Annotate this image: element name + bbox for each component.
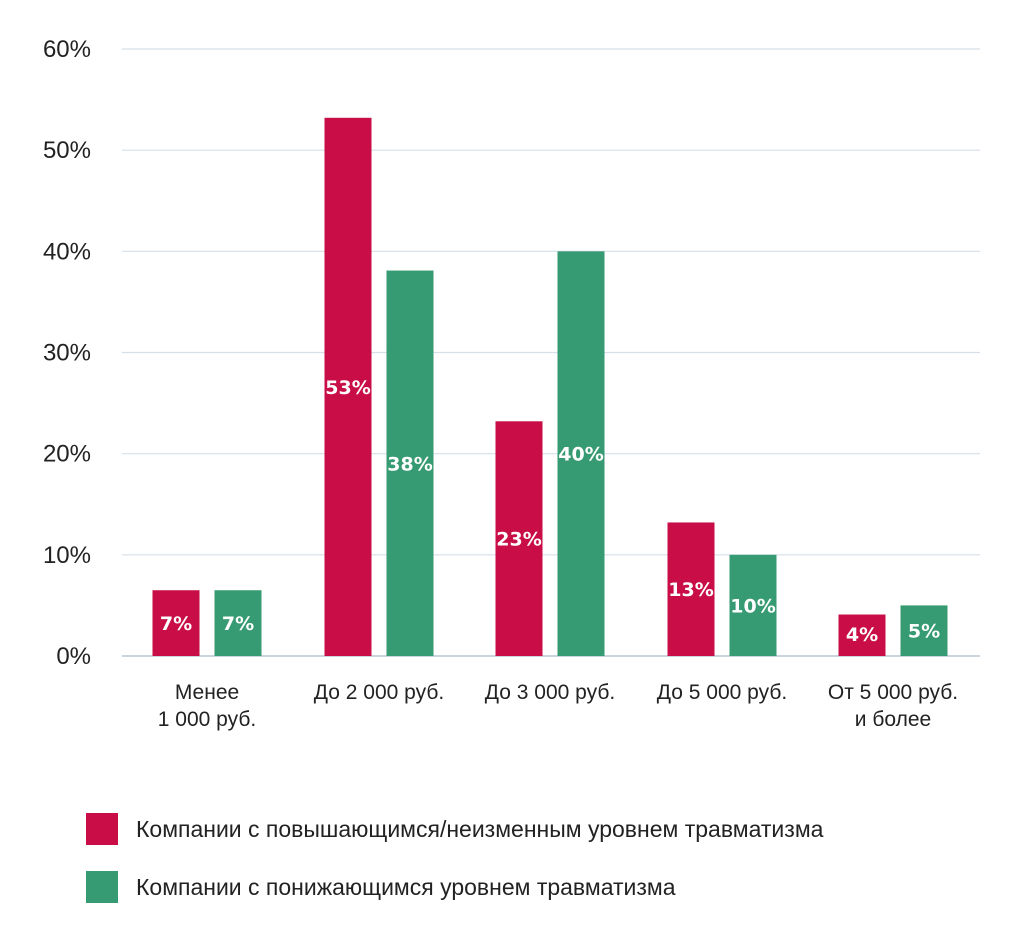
gridlines bbox=[122, 48, 980, 657]
legend-label-falling: Компании с понижающимся уровнем травмати… bbox=[136, 873, 676, 900]
bars bbox=[152, 117, 948, 657]
bar-s1-c4 bbox=[900, 605, 948, 656]
bar-s1-c2 bbox=[557, 251, 605, 657]
x-tick-label: и более bbox=[855, 708, 931, 731]
y-tick-label: 50% bbox=[43, 137, 91, 164]
data-label-s0-c4: 4% bbox=[846, 624, 878, 646]
legend-item-rising: Компании с повышающимся/неизменным уровн… bbox=[86, 812, 986, 846]
y-tick-label: 10% bbox=[43, 542, 91, 569]
bar-s0-c2 bbox=[495, 421, 543, 656]
x-axis-ticks: Менее 1 000 руб. До 2 000 руб. До 3 000 руб… bbox=[158, 681, 958, 731]
data-label-s1-c4: 5% bbox=[908, 621, 940, 643]
data-label-s1-c3: 10% bbox=[730, 595, 775, 617]
bar-s0-c1 bbox=[324, 117, 372, 656]
x-tick-label: До 3 000 руб. bbox=[485, 681, 615, 704]
data-labels: 7% 53% 23% 13% 4% 7% 38% 40% 10% 5% bbox=[160, 377, 940, 646]
data-label-s1-c2: 40% bbox=[558, 444, 603, 466]
bar-s1-c3 bbox=[729, 554, 777, 656]
x-tick-label: Менее bbox=[175, 681, 239, 704]
bar-s0-c4 bbox=[838, 614, 886, 656]
legend-item-falling: Компании с понижающимся уровнем травмати… bbox=[86, 870, 986, 904]
y-tick-label: 40% bbox=[43, 238, 91, 265]
data-label-s0-c3: 13% bbox=[668, 579, 713, 601]
legend-swatch-rising bbox=[86, 813, 118, 845]
x-tick-label: От 5 000 руб. bbox=[828, 681, 958, 704]
legend-label-rising: Компании с повышающимся/неизменным уровн… bbox=[136, 815, 824, 842]
bar-s1-c1 bbox=[386, 270, 434, 656]
bar-s0-c0 bbox=[152, 590, 200, 656]
y-tick-label: 60% bbox=[43, 36, 91, 63]
y-tick-label: 30% bbox=[43, 340, 91, 367]
data-label-s0-c0: 7% bbox=[160, 613, 192, 635]
legend: Компании с повышающимся/неизменным уровн… bbox=[86, 812, 986, 928]
bar-chart: 0% 10% 20% 30% 40% 50% 60% 7% 53% 23% 13% 4% 7% 38% 4… bbox=[43, 36, 980, 731]
y-tick-label: 0% bbox=[56, 643, 91, 670]
x-tick-label: 1 000 руб. bbox=[158, 708, 256, 731]
bar-s0-c3 bbox=[667, 522, 715, 656]
x-tick-label: До 5 000 руб. bbox=[657, 681, 787, 704]
legend-swatch-falling bbox=[86, 871, 118, 903]
x-tick-label: До 2 000 руб. bbox=[314, 681, 444, 704]
data-label-s1-c0: 7% bbox=[222, 613, 254, 635]
y-tick-label: 20% bbox=[43, 441, 91, 468]
data-label-s0-c2: 23% bbox=[496, 529, 541, 551]
data-label-s0-c1: 53% bbox=[325, 377, 370, 399]
y-axis-ticks: 0% 10% 20% 30% 40% 50% 60% bbox=[43, 36, 91, 670]
bar-s1-c0 bbox=[214, 590, 262, 656]
data-label-s1-c1: 38% bbox=[387, 453, 432, 475]
